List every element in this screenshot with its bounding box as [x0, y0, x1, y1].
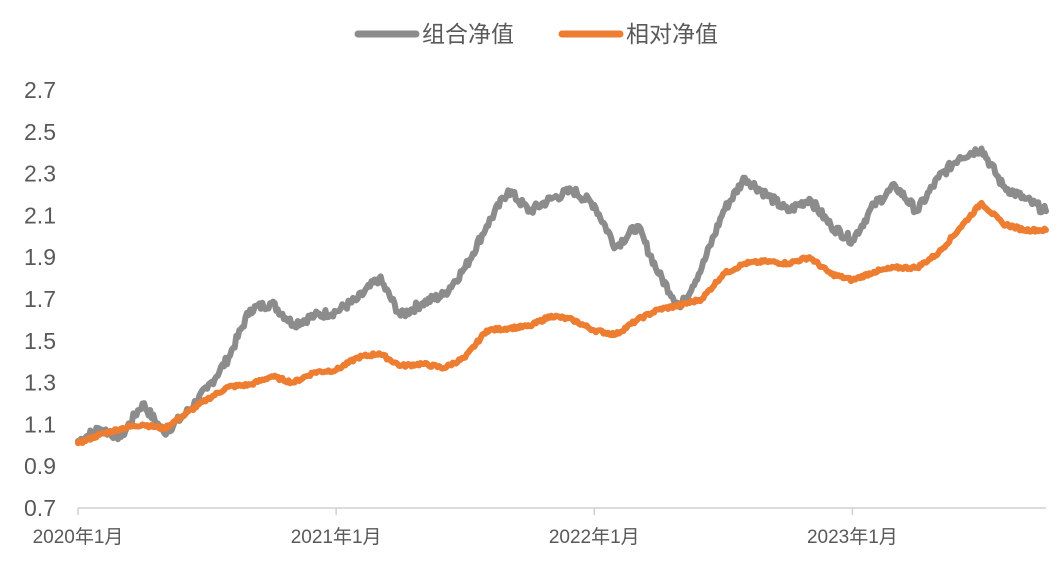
y-tick-label: 0.7	[24, 495, 56, 521]
y-tick-label: 1.9	[24, 244, 56, 270]
x-tick-label: 2022年1月	[549, 526, 640, 548]
chart-legend: 组合净值 相对净值	[354, 22, 718, 48]
y-tick-label: 2.7	[24, 77, 56, 103]
y-tick-label: 0.9	[24, 453, 56, 479]
legend-label-series-2: 相对净值	[626, 22, 718, 48]
y-tick-label: 2.1	[24, 202, 56, 228]
series-layer	[75, 145, 1049, 447]
x-tick-label: 2021年1月	[291, 526, 382, 548]
series-line-2	[75, 199, 1049, 447]
y-tick-label: 2.3	[24, 161, 56, 187]
series-line-1	[75, 145, 1049, 445]
y-tick-label: 1.5	[24, 328, 56, 354]
y-axis: 0.7 0.9 1.1 1.3 1.5 1.7 1.9 2.1 2.3 2.5 2.7	[24, 77, 56, 521]
y-tick-label: 1.1	[24, 411, 56, 437]
y-tick-label: 2.5	[24, 119, 56, 145]
y-tick-label: 1.3	[24, 370, 56, 396]
x-tick-label: 2020年1月	[33, 526, 124, 548]
legend-label-series-1: 组合净值	[422, 22, 514, 48]
x-axis: 2020年1月 2021年1月 2022年1月 2023年1月	[33, 507, 1046, 548]
y-tick-label: 1.7	[24, 286, 56, 312]
x-tick-label: 2023年1月	[807, 526, 898, 548]
